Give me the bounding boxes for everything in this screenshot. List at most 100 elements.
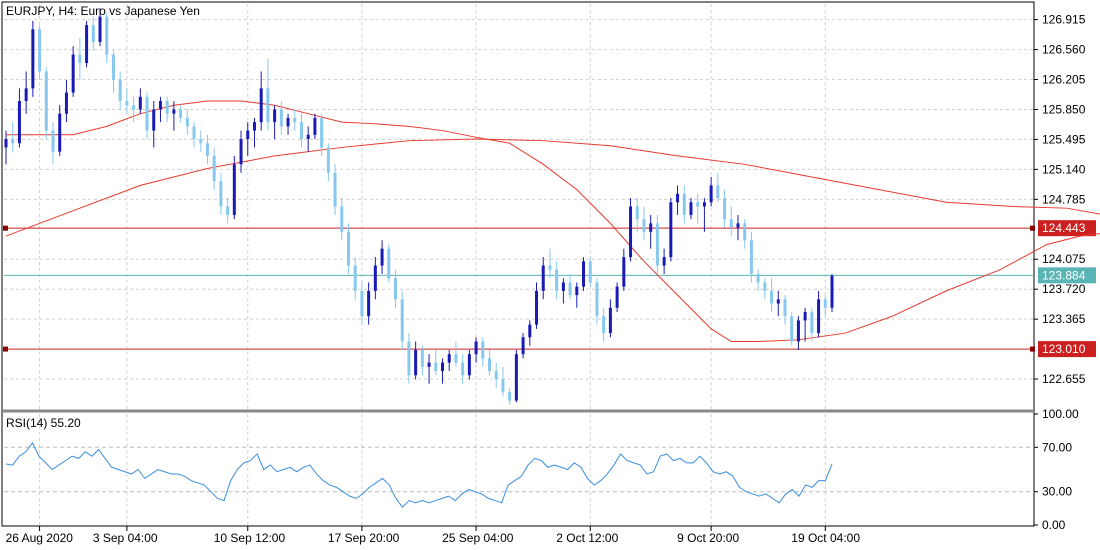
candle-body bbox=[582, 261, 586, 287]
candle-body bbox=[313, 117, 317, 135]
candle-body bbox=[78, 54, 82, 64]
rsi-indicator: 100.00 70.00 30.00 0.00 bbox=[4, 407, 1079, 532]
candle-body bbox=[286, 117, 290, 127]
level-handle bbox=[3, 346, 8, 352]
candle-body bbox=[434, 362, 438, 372]
candle-body bbox=[4, 139, 8, 148]
level-price-tag bbox=[1038, 341, 1096, 358]
rsi-label: RSI(14) 55.20 bbox=[6, 416, 81, 430]
candle-body bbox=[548, 265, 552, 270]
candle-body bbox=[279, 109, 283, 127]
candle-body bbox=[561, 282, 565, 291]
candle-body bbox=[320, 117, 324, 148]
candle-body bbox=[44, 71, 48, 131]
candle-body bbox=[535, 290, 539, 325]
x-tick-label: 25 Sep 04:00 bbox=[442, 531, 514, 545]
chart-title: EURJPY, H4: Euro vs Japanese Yen bbox=[6, 4, 200, 18]
candle-body bbox=[340, 206, 344, 232]
candle-body bbox=[360, 290, 364, 317]
candle-body bbox=[514, 354, 518, 401]
y-tick-label: 125.140 bbox=[1042, 162, 1086, 176]
candle-body bbox=[541, 265, 545, 291]
candle-body bbox=[481, 341, 485, 359]
candle-body bbox=[387, 248, 391, 279]
candle-body bbox=[212, 155, 216, 182]
candle-body bbox=[31, 29, 35, 89]
candle-body bbox=[682, 193, 686, 215]
x-tick-label: 17 Sep 20:00 bbox=[328, 531, 400, 545]
candle-body bbox=[723, 198, 727, 220]
candle-body bbox=[743, 223, 747, 241]
candle-body bbox=[58, 113, 62, 152]
candle-body bbox=[98, 16, 102, 42]
candle-body bbox=[51, 130, 55, 152]
candle-body bbox=[763, 282, 767, 291]
candle-body bbox=[420, 349, 424, 367]
candles bbox=[4, 8, 834, 405]
candle-body bbox=[716, 185, 720, 199]
candle-body bbox=[306, 134, 310, 139]
candle-body bbox=[736, 223, 740, 228]
candle-body bbox=[635, 206, 639, 220]
candle-body bbox=[293, 117, 297, 123]
x-axis: 26 Aug 2020 3 Sep 04:00 10 Sep 12:00 17 Sep… bbox=[6, 526, 860, 545]
candle-body bbox=[152, 109, 156, 131]
candle-body bbox=[528, 324, 532, 338]
candle-body bbox=[64, 92, 68, 114]
moving-average-line bbox=[5, 138, 1100, 237]
candle-body bbox=[367, 290, 371, 317]
candle-body bbox=[521, 337, 525, 355]
candle-body bbox=[783, 299, 787, 317]
x-tick-label: 19 Oct 04:00 bbox=[791, 531, 860, 545]
candle-body bbox=[85, 25, 89, 64]
candle-body bbox=[810, 311, 814, 334]
candle-body bbox=[508, 392, 512, 401]
candle-body bbox=[595, 282, 599, 317]
candle-body bbox=[756, 274, 760, 283]
candle-body bbox=[24, 88, 28, 102]
rsi-tick-label: 100.00 bbox=[1042, 407, 1079, 421]
y-tick-label: 122.655 bbox=[1042, 372, 1086, 386]
candle-body bbox=[709, 185, 713, 203]
candle-body bbox=[232, 164, 236, 215]
candle-body bbox=[488, 358, 492, 372]
candle-body bbox=[676, 193, 680, 203]
candle-body bbox=[729, 219, 733, 228]
candle-body bbox=[474, 341, 478, 355]
candle-body bbox=[602, 316, 606, 334]
candle-body bbox=[226, 206, 230, 215]
candle-body bbox=[696, 202, 700, 207]
candle-body bbox=[252, 122, 256, 131]
candle-body bbox=[615, 286, 619, 308]
candle-body bbox=[132, 105, 136, 110]
candle-body bbox=[655, 223, 659, 266]
candle-body bbox=[461, 362, 465, 376]
candle-body bbox=[669, 202, 673, 258]
moving-averages bbox=[5, 100, 1100, 342]
y-tick-label: 126.560 bbox=[1042, 43, 1086, 57]
level-handle bbox=[1030, 225, 1035, 231]
candle-body bbox=[702, 202, 706, 207]
candle-body bbox=[246, 130, 250, 139]
candle-body bbox=[185, 117, 189, 127]
candle-body bbox=[796, 320, 800, 342]
candle-body bbox=[38, 29, 42, 72]
rsi-tick-label: 70.00 bbox=[1042, 440, 1072, 454]
candle-body bbox=[447, 354, 451, 363]
candle-body bbox=[629, 206, 633, 258]
candle-body bbox=[266, 88, 270, 123]
x-tick-label: 3 Sep 04:00 bbox=[93, 531, 158, 545]
y-tick-label: 125.495 bbox=[1042, 132, 1086, 146]
level-price-label: 124.443 bbox=[1042, 221, 1086, 235]
candle-body bbox=[441, 362, 445, 372]
y-tick-label: 123.365 bbox=[1042, 312, 1086, 326]
candle-body bbox=[333, 172, 337, 207]
x-tick-label: 10 Sep 12:00 bbox=[214, 531, 286, 545]
candle-body bbox=[494, 371, 498, 380]
candle-body bbox=[823, 299, 827, 308]
candle-body bbox=[454, 354, 458, 363]
grid bbox=[4, 4, 1034, 525]
candle-body bbox=[575, 286, 579, 296]
candle-body bbox=[642, 219, 646, 232]
candle-body bbox=[118, 79, 122, 102]
